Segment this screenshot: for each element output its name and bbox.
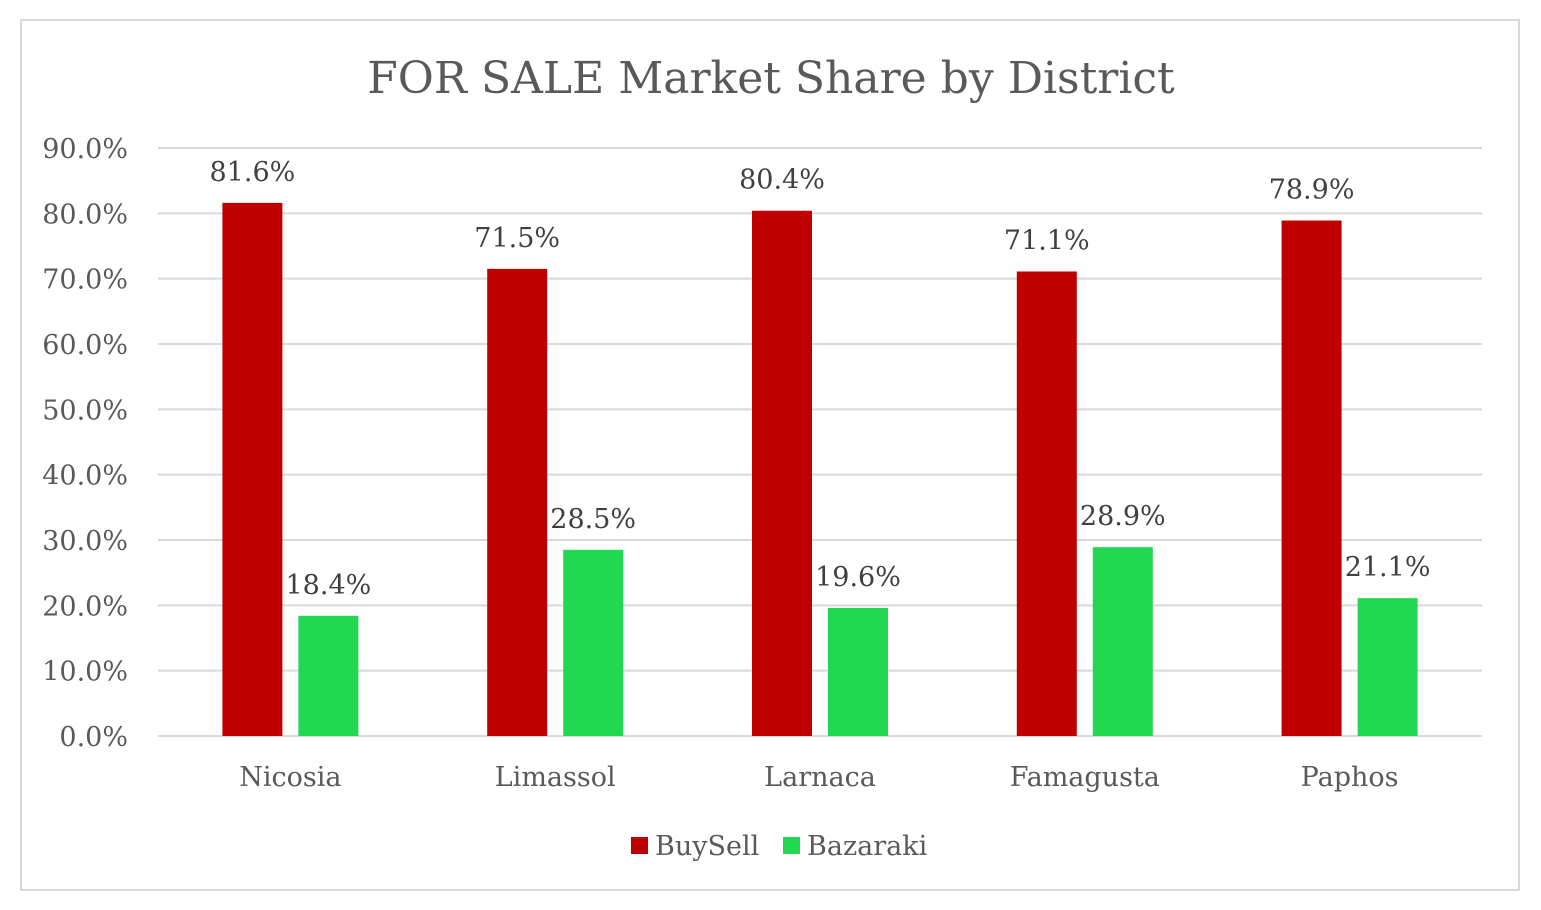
bars <box>222 202 1418 737</box>
y-tick-label: 30.0% <box>42 526 128 557</box>
bar-buysell-famagusta <box>1016 271 1077 736</box>
y-tick-label: 10.0% <box>42 657 128 688</box>
y-tick-label: 0.0% <box>59 722 128 753</box>
y-tick-label: 90.0% <box>42 134 128 165</box>
data-label: 80.4% <box>739 165 825 196</box>
y-axis-tick-labels: 0.0% 10.0% 20.0% 30.0% 40.0% 50.0% 60.0% 70.0% 8… <box>42 134 128 753</box>
x-tick-label: Larnaca <box>764 762 876 793</box>
chart-title: FOR SALE Market Share by District <box>367 53 1175 104</box>
bar-bazaraki-larnaca <box>828 607 888 736</box>
bar-buysell-limassol <box>487 268 548 736</box>
x-axis-tick-labels: Nicosia Limassol Larnaca Famagusta Paphos <box>239 762 1398 793</box>
legend: BuySell Bazaraki <box>631 831 928 862</box>
data-labels: 81.6% 18.4% 71.5% 28.5% 80.4% 19.6% 71.1% 28.9%… <box>210 157 1431 601</box>
data-label: 28.9% <box>1080 501 1166 532</box>
bar-buysell-larnaca <box>752 210 812 737</box>
y-tick-label: 80.0% <box>42 199 128 230</box>
x-tick-label: Paphos <box>1301 762 1399 793</box>
data-label: 18.4% <box>286 570 372 601</box>
legend-swatch-bazaraki <box>783 837 800 854</box>
legend-label: BuySell <box>655 831 759 862</box>
data-label: 28.5% <box>550 504 636 535</box>
bar-buysell-nicosia <box>222 202 283 736</box>
bar-bazaraki-nicosia <box>298 615 359 736</box>
data-label: 81.6% <box>210 157 296 188</box>
y-tick-label: 20.0% <box>42 591 128 622</box>
x-tick-label: Famagusta <box>1010 762 1160 793</box>
y-tick-label: 50.0% <box>42 395 128 426</box>
legend-swatch-buysell <box>631 837 648 854</box>
data-label: 19.6% <box>815 562 901 593</box>
bar-bazaraki-limassol <box>563 549 624 736</box>
data-label: 71.1% <box>1004 225 1090 256</box>
x-tick-label: Limassol <box>495 762 616 793</box>
legend-label: Bazaraki <box>807 831 928 862</box>
data-label: 21.1% <box>1345 552 1431 583</box>
y-tick-label: 70.0% <box>42 265 128 296</box>
y-tick-label: 60.0% <box>42 330 128 361</box>
bar-bazaraki-paphos <box>1357 598 1418 736</box>
bar-buysell-paphos <box>1281 220 1342 736</box>
bar-bazaraki-famagusta <box>1092 547 1153 736</box>
x-tick-label: Nicosia <box>239 762 341 793</box>
data-label: 71.5% <box>474 223 560 254</box>
data-label: 78.9% <box>1269 175 1355 206</box>
y-tick-label: 40.0% <box>42 461 128 492</box>
gridlines <box>158 147 1482 737</box>
